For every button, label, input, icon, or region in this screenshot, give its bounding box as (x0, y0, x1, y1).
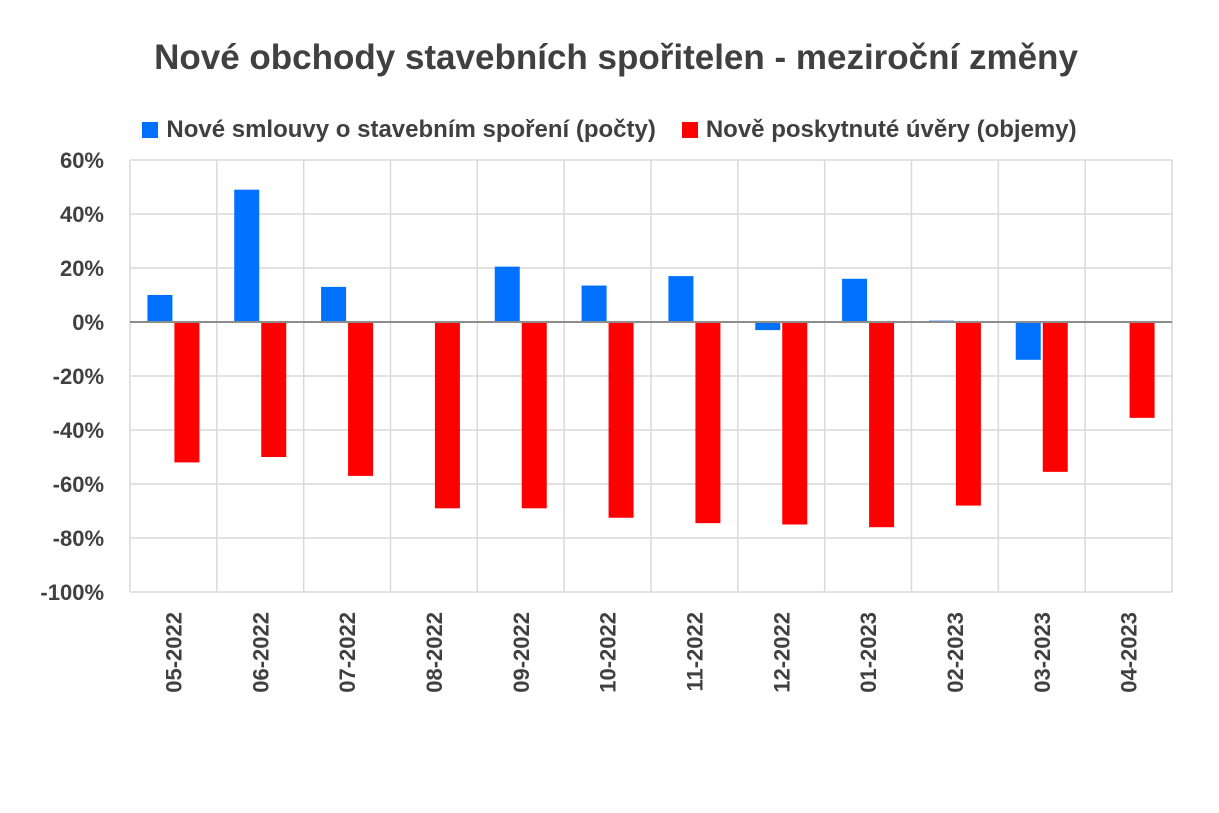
bar-uvery (695, 322, 721, 524)
bar-uvery (174, 322, 200, 463)
bar-uvery (1042, 322, 1068, 472)
bar-smlouvy (755, 322, 781, 331)
x-category-label: 05-2022 (161, 612, 186, 693)
bar-uvery (608, 322, 634, 518)
y-tick-label: -100% (40, 580, 104, 605)
x-category-label: 12-2022 (769, 612, 794, 693)
bar-uvery (869, 322, 895, 528)
bar-uvery (348, 322, 374, 476)
x-category-label: 07-2022 (335, 612, 360, 693)
legend-label-smlouvy: Nové smlouvy o stavebním spoření (počty) (166, 116, 656, 143)
x-category-label: 11-2022 (682, 612, 707, 692)
x-category-label: 06-2022 (248, 612, 273, 693)
y-tick-label: -40% (53, 418, 104, 443)
bar-smlouvy (147, 295, 173, 322)
legend-item-smlouvy: Nové smlouvy o stavebním spoření (počty) (142, 116, 656, 144)
legend-label-uvery: Nově poskytnuté úvěry (objemy) (705, 116, 1077, 143)
bar-uvery (434, 322, 460, 509)
y-tick-label: -20% (53, 364, 104, 389)
y-tick-label: 60% (60, 148, 104, 173)
bar-smlouvy (494, 266, 520, 322)
bar-uvery (782, 322, 808, 525)
bar-smlouvy (581, 285, 607, 322)
chart-title: Nové obchody stavebních spořitelen - mez… (154, 38, 1078, 77)
chart-legend: Nové smlouvy o stavebním spoření (počty)… (0, 116, 1219, 144)
x-category-label: 10-2022 (596, 612, 621, 693)
y-tick-label: -60% (53, 472, 104, 497)
bar-smlouvy (234, 189, 260, 322)
bar-smlouvy (842, 278, 868, 322)
bar-uvery (955, 322, 981, 506)
y-tick-label: -80% (53, 526, 104, 551)
bar-smlouvy (668, 276, 694, 322)
x-category-label: 01-2023 (856, 612, 881, 693)
bar-uvery (521, 322, 547, 509)
x-category-label: 02-2023 (943, 612, 968, 693)
y-tick-label: 40% (60, 202, 104, 227)
x-category-label: 08-2022 (422, 612, 447, 693)
x-category-label: 04-2023 (1117, 612, 1142, 693)
y-tick-label: 0% (72, 310, 104, 335)
bar-smlouvy (321, 286, 347, 322)
bar-uvery (1129, 322, 1155, 418)
legend-swatch-red (681, 122, 698, 138)
legend-swatch-blue (142, 122, 159, 138)
legend-item-uvery: Nově poskytnuté úvěry (objemy) (681, 116, 1077, 144)
bar-smlouvy (1015, 322, 1041, 360)
bar-uvery (261, 322, 287, 457)
x-category-label: 09-2022 (509, 612, 534, 693)
y-tick-label: 20% (60, 256, 104, 281)
x-category-label: 03-2023 (1030, 612, 1055, 693)
